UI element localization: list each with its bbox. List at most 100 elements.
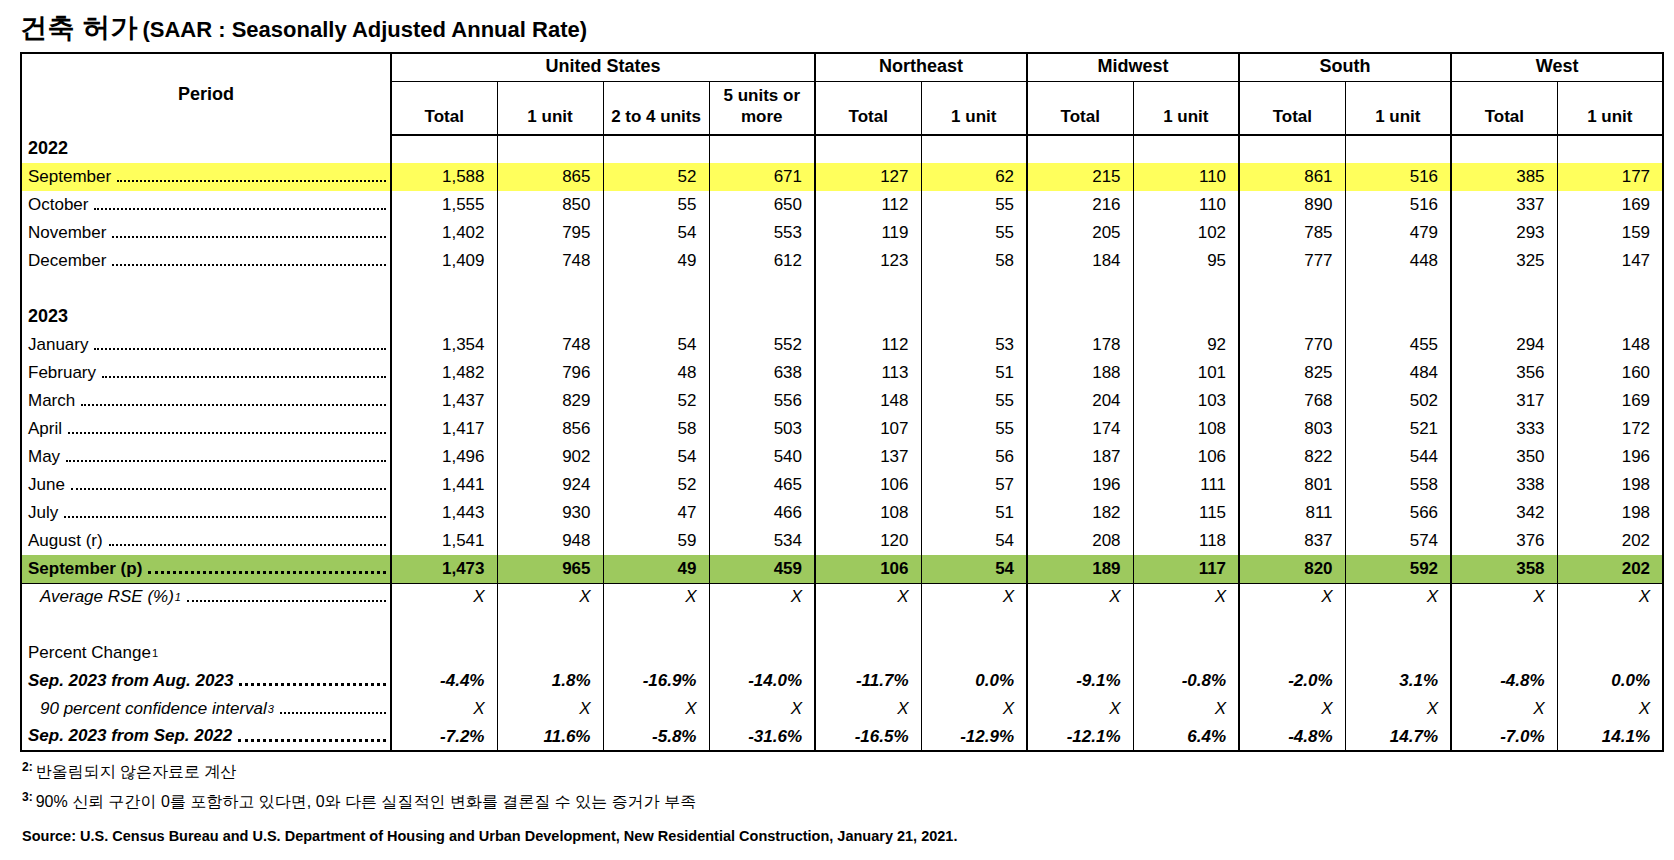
value-cell: 11.6%	[497, 723, 603, 751]
value-cell: 204	[1027, 387, 1133, 415]
period-cell: May	[21, 443, 391, 471]
value-cell: 57	[921, 471, 1027, 499]
value-cell: 6.4%	[1133, 723, 1239, 751]
value-cell: 448	[1345, 247, 1451, 275]
value-cell	[1557, 611, 1663, 639]
value-cell: 342	[1451, 499, 1557, 527]
value-cell: X	[1345, 583, 1451, 611]
value-cell	[1027, 303, 1133, 331]
value-cell: 552	[709, 331, 815, 359]
title-korean: 건축 허가	[20, 13, 138, 43]
value-cell: 113	[815, 359, 921, 387]
value-cell: 890	[1239, 191, 1345, 219]
value-cell: X	[709, 695, 815, 723]
value-cell: 177	[1557, 163, 1663, 191]
value-cell: 820	[1239, 555, 1345, 583]
value-cell: 106	[815, 555, 921, 583]
value-cell: X	[921, 695, 1027, 723]
value-cell: 188	[1027, 359, 1133, 387]
value-cell: 1,402	[391, 219, 497, 247]
period-cell: June	[21, 471, 391, 499]
row-label: September (p)	[28, 559, 142, 579]
col-header-us-2to4: 2 to 4 units	[603, 81, 709, 135]
value-cell: 1,354	[391, 331, 497, 359]
value-cell: 337	[1451, 191, 1557, 219]
value-cell: 14.7%	[1345, 723, 1451, 751]
value-cell: X	[1451, 695, 1557, 723]
value-cell: 55	[921, 387, 1027, 415]
value-cell: X	[1451, 583, 1557, 611]
value-cell: 544	[1345, 443, 1451, 471]
row-label-superscript: 1	[175, 592, 181, 603]
period-cell: 2023	[21, 303, 391, 331]
table-row: March1,437829525561485520410376850231716…	[21, 387, 1663, 415]
footnote-2-marker: 2:	[22, 760, 33, 774]
period-cell: 90 percent confidence interval3	[21, 695, 391, 723]
table-row: Average RSE (%)1XXXXXXXXXXXX	[21, 583, 1663, 611]
table-row: May1,4969025454013756187106822544350196	[21, 443, 1663, 471]
value-cell: -0.8%	[1133, 667, 1239, 695]
value-cell: 574	[1345, 527, 1451, 555]
table-row: February1,482796486381135118810182548435…	[21, 359, 1663, 387]
dotted-leader	[71, 488, 386, 490]
building-permits-table: Period United States Northeast Midwest S…	[20, 52, 1664, 752]
value-cell: 52	[603, 163, 709, 191]
value-cell	[1239, 639, 1345, 667]
value-cell: X	[1239, 583, 1345, 611]
row-label: 2022	[28, 138, 68, 160]
value-cell	[1451, 275, 1557, 303]
value-cell	[391, 135, 497, 163]
value-cell: 748	[497, 247, 603, 275]
value-cell: 14.1%	[1557, 723, 1663, 751]
value-cell: 108	[1133, 415, 1239, 443]
value-cell: -11.7%	[815, 667, 921, 695]
dotted-leader	[94, 348, 386, 350]
value-cell	[1451, 303, 1557, 331]
value-cell: -7.2%	[391, 723, 497, 751]
value-cell: 169	[1557, 191, 1663, 219]
value-cell	[1239, 275, 1345, 303]
value-cell: 3.1%	[1345, 667, 1451, 695]
value-cell: 333	[1451, 415, 1557, 443]
value-cell: 825	[1239, 359, 1345, 387]
value-cell	[391, 303, 497, 331]
value-cell: X	[1345, 695, 1451, 723]
value-cell: 465	[709, 471, 815, 499]
period-cell: Average RSE (%)1	[21, 583, 391, 611]
value-cell: 178	[1027, 331, 1133, 359]
source-line: Source: U.S. Census Bureau and U.S. Depa…	[22, 828, 1662, 844]
value-cell: 768	[1239, 387, 1345, 415]
value-cell: 102	[1133, 219, 1239, 247]
value-cell	[603, 275, 709, 303]
value-cell: 115	[1133, 499, 1239, 527]
value-cell: 107	[815, 415, 921, 443]
value-cell: 106	[815, 471, 921, 499]
value-cell: X	[815, 695, 921, 723]
dotted-leader	[280, 712, 386, 714]
value-cell: 294	[1451, 331, 1557, 359]
value-cell: 127	[815, 163, 921, 191]
col-header-us-1unit: 1 unit	[497, 81, 603, 135]
value-cell	[815, 135, 921, 163]
value-cell	[921, 135, 1027, 163]
year-row: 2022	[21, 135, 1663, 163]
report-page: 건축 허가 (SAAR : Seasonally Adjusted Annual…	[0, 0, 1674, 844]
row-label: August (r)	[28, 531, 103, 551]
value-cell: 54	[921, 555, 1027, 583]
table-row: November1,402795545531195520510278547929…	[21, 219, 1663, 247]
value-cell: 965	[497, 555, 603, 583]
year-row: 2023	[21, 303, 1663, 331]
value-cell: 118	[1133, 527, 1239, 555]
value-cell: 865	[497, 163, 603, 191]
group-header-midwest: Midwest	[1027, 53, 1239, 81]
footnote-2-text: 반올림되지 않은자료로 계산	[36, 763, 237, 780]
value-cell	[1451, 611, 1557, 639]
value-cell: 120	[815, 527, 921, 555]
value-cell	[1345, 135, 1451, 163]
value-cell: 55	[603, 191, 709, 219]
value-cell: -7.0%	[1451, 723, 1557, 751]
value-cell: X	[603, 583, 709, 611]
value-cell: 51	[921, 359, 1027, 387]
value-cell: 182	[1027, 499, 1133, 527]
value-cell: 1,496	[391, 443, 497, 471]
